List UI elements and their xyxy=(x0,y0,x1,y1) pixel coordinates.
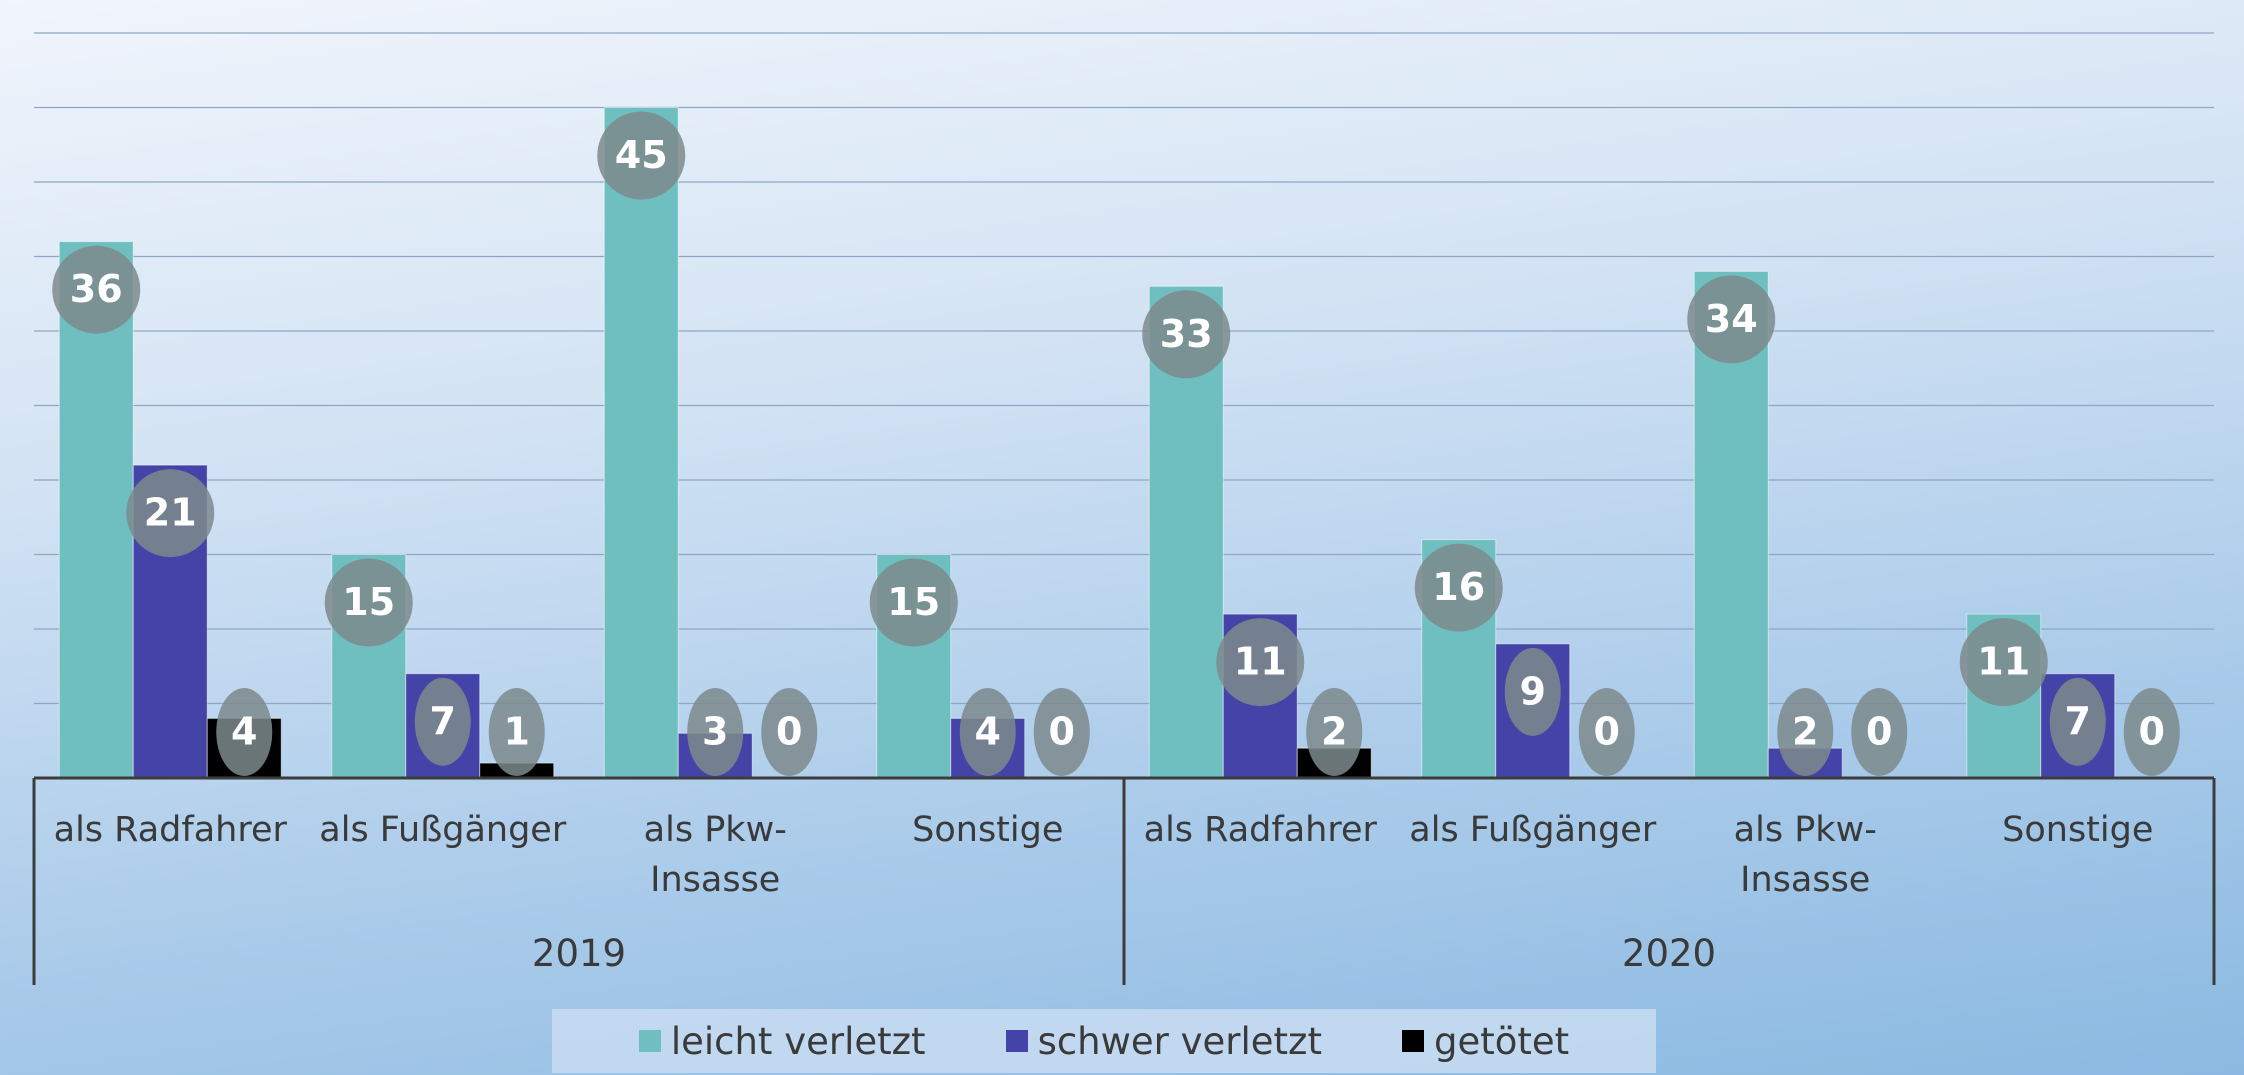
value-label: 0 xyxy=(1049,710,1075,754)
value-label: 9 xyxy=(1520,669,1546,713)
legend-label: leicht verletzt xyxy=(670,1019,926,1063)
value-label-bg xyxy=(1414,543,1503,632)
group-label: 2020 xyxy=(1621,932,1717,975)
value-label: 0 xyxy=(1866,710,1892,754)
value-label: 33 xyxy=(1160,312,1213,356)
value-label: 2 xyxy=(1321,710,1347,754)
value-label-bg xyxy=(1777,688,1834,776)
legend-label: getötet xyxy=(1433,1019,1570,1063)
x-tick-label: als Pkw-Insasse xyxy=(1733,810,1877,900)
x-tick-label: als Pkw-Insasse xyxy=(643,810,787,900)
value-label: 2 xyxy=(1792,710,1818,754)
value-label-bg xyxy=(52,245,141,334)
legend-item: leicht verletzt xyxy=(638,1019,926,1063)
value-label-bg xyxy=(1504,647,1561,736)
value-label-bg xyxy=(761,688,818,776)
legend: leicht verletzt schwer verletzt getötet xyxy=(552,1009,1656,1073)
value-label: 16 xyxy=(1432,565,1485,609)
value-label-bg xyxy=(2049,677,2106,766)
value-label-bg xyxy=(1687,275,1776,364)
x-tick-label: als Fußgänger xyxy=(1409,810,1657,850)
value-label-bg xyxy=(1578,688,1635,776)
value-label-bg xyxy=(1851,688,1908,776)
value-label-bg xyxy=(488,688,545,776)
legend-item: getötet xyxy=(1401,1019,1570,1063)
value-label: 0 xyxy=(776,710,802,754)
value-label-bg xyxy=(597,111,686,200)
legend-swatch xyxy=(638,1030,661,1052)
value-label: 4 xyxy=(975,710,1001,754)
value-label-bg xyxy=(2123,688,2180,776)
value-label-bg xyxy=(1142,290,1231,379)
value-label: 45 xyxy=(615,133,668,177)
value-label: 11 xyxy=(1977,640,2030,684)
value-label-bg xyxy=(1959,618,2048,707)
value-label: 36 xyxy=(70,267,123,311)
value-label: 7 xyxy=(2065,699,2091,743)
value-label: 15 xyxy=(342,580,395,624)
value-label: 21 xyxy=(144,491,197,535)
value-label-bg xyxy=(687,688,744,776)
value-label: 0 xyxy=(1594,710,1620,754)
legend-swatch xyxy=(1401,1030,1424,1052)
x-tick-label: Sonstige xyxy=(2002,810,2154,850)
group-label: 2019 xyxy=(531,932,627,975)
value-label: 1 xyxy=(504,710,530,754)
value-label: 7 xyxy=(430,699,456,743)
value-label: 15 xyxy=(887,580,940,624)
value-label: 3 xyxy=(702,710,728,754)
bar xyxy=(603,107,679,779)
value-label-bg xyxy=(1216,618,1305,707)
x-tick-label: Sonstige xyxy=(912,810,1064,850)
value-label: 11 xyxy=(1234,640,1287,684)
x-tick-label: als Radfahrer xyxy=(1143,810,1377,850)
value-label: 0 xyxy=(2139,710,2165,754)
legend-swatch xyxy=(1005,1030,1028,1052)
value-label-bg xyxy=(216,688,273,776)
x-tick-label: als Fußgänger xyxy=(319,810,567,850)
value-label-bg xyxy=(414,677,471,766)
x-tick-label: als Radfahrer xyxy=(53,810,287,850)
value-label: 4 xyxy=(231,710,257,754)
legend-item: schwer verletzt xyxy=(1005,1019,1322,1063)
legend-label: schwer verletzt xyxy=(1037,1019,1322,1063)
value-label-bg xyxy=(959,688,1016,776)
value-label: 34 xyxy=(1705,297,1758,341)
value-label-bg xyxy=(324,558,413,647)
value-label-bg xyxy=(126,469,215,558)
value-label-bg xyxy=(1306,688,1363,776)
value-label-bg xyxy=(869,558,958,647)
value-label-bg xyxy=(1033,688,1090,776)
